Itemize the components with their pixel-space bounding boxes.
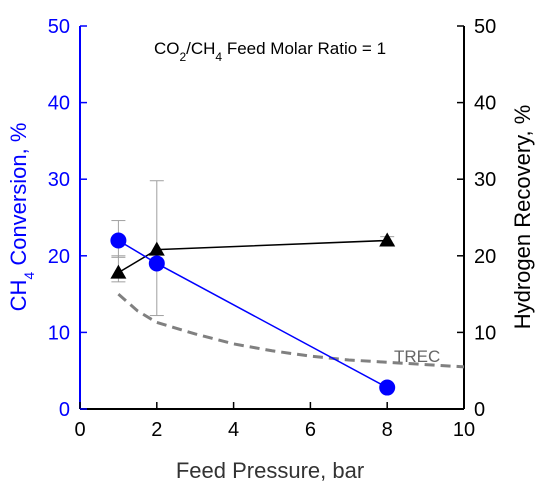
plot-frame: [79, 26, 465, 410]
y-axis-left-title: CH4 Conversion, %: [6, 123, 37, 312]
chart-title: CO2/CH4 Feed Molar Ratio = 1: [154, 39, 386, 64]
recovery-point: [110, 264, 127, 279]
recovery-point: [379, 232, 396, 247]
y-right-tick-label: 30: [474, 169, 496, 191]
trec-curve: [117, 292, 465, 369]
y-left-tick-label: 50: [48, 16, 70, 38]
x-tick-label: 2: [151, 419, 162, 441]
x-tick-label: 6: [305, 419, 316, 441]
recovery-point: [148, 241, 165, 256]
y-right-tick-label: 0: [474, 399, 485, 421]
y-left-tick-label: 10: [48, 322, 70, 344]
y-right-tick-label: 40: [474, 93, 496, 115]
y-left-tick-label: 40: [48, 93, 70, 115]
y-axis-right-title: Hydrogen Recovery, %: [510, 105, 535, 330]
x-tick-label: 8: [382, 419, 393, 441]
conversion-point: [148, 255, 165, 272]
x-axis-title: Feed Pressure, bar: [176, 458, 364, 483]
y-right-tick-label: 10: [474, 322, 496, 344]
y-right-tick-label: 50: [474, 16, 496, 38]
conversion-point: [379, 379, 396, 396]
x-tick-label: 10: [453, 419, 475, 441]
x-tick-label: 4: [228, 419, 239, 441]
conversion-point: [110, 232, 127, 249]
y-left-tick-label: 0: [59, 399, 70, 421]
y-left-tick-label: 20: [48, 246, 70, 268]
y-left-tick-label: 30: [48, 169, 70, 191]
series-layer: [110, 180, 465, 396]
y-right-tick-label: 20: [474, 246, 496, 268]
x-tick-label: 0: [74, 419, 85, 441]
trec-label: TREC: [394, 347, 440, 366]
